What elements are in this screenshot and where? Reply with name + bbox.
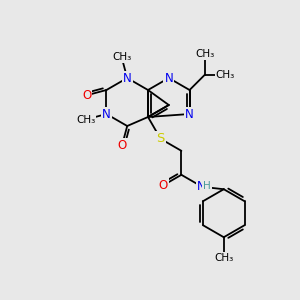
Text: O: O: [158, 179, 168, 192]
Text: CH₃: CH₃: [195, 49, 214, 59]
Text: CH₃: CH₃: [216, 70, 235, 80]
Text: S: S: [156, 132, 165, 145]
Text: O: O: [82, 89, 92, 102]
Text: N: N: [197, 180, 206, 193]
Text: H: H: [203, 181, 211, 191]
Text: N: N: [164, 71, 173, 85]
Text: CH₃: CH₃: [76, 115, 95, 124]
Text: O: O: [117, 139, 127, 152]
Text: N: N: [185, 107, 194, 121]
Text: CH₃: CH₃: [214, 253, 233, 262]
Text: N: N: [102, 107, 111, 121]
Text: CH₃: CH₃: [112, 52, 131, 62]
Text: N: N: [123, 71, 132, 85]
